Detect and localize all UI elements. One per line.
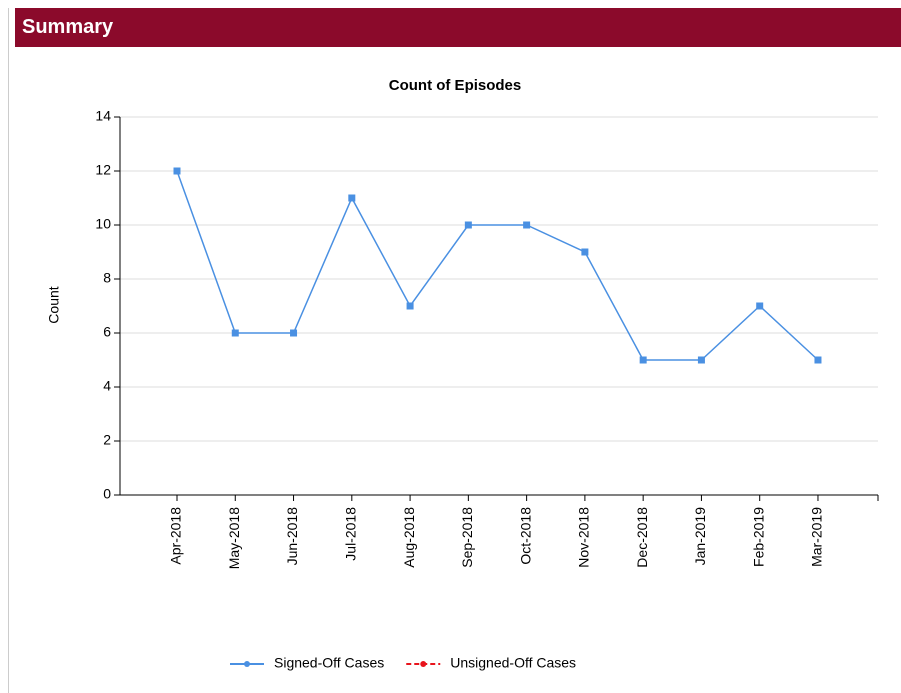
- y-tick-label: 10: [95, 216, 111, 232]
- y-tick-label: 2: [103, 432, 111, 448]
- x-tick-label: Dec-2018: [634, 507, 650, 568]
- data-point: [464, 221, 472, 229]
- y-tick-label: 8: [103, 270, 111, 286]
- y-tick-label: 12: [95, 162, 111, 178]
- data-point: [814, 356, 822, 364]
- legend-label: Unsigned-Off Cases: [450, 655, 576, 671]
- y-axis-label: Count: [46, 286, 62, 323]
- y-tick-label: 0: [103, 486, 111, 502]
- data-point: [697, 356, 705, 364]
- x-tick-label: Jul-2018: [343, 507, 359, 561]
- data-point: [639, 356, 647, 364]
- chart-title: Count of Episodes: [389, 77, 522, 94]
- y-tick-label: 6: [103, 324, 111, 340]
- x-tick-label: Apr-2018: [168, 507, 184, 565]
- data-point: [523, 221, 531, 229]
- data-point: [581, 248, 589, 256]
- y-tick-label: 14: [95, 108, 111, 124]
- x-tick-label: Jan-2019: [692, 507, 708, 566]
- series-line: [176, 170, 819, 361]
- x-tick-label: Nov-2018: [576, 507, 592, 568]
- data-point: [348, 194, 356, 202]
- data-point: [756, 302, 764, 310]
- panel: [8, 8, 901, 693]
- panel-header: Summary: [15, 8, 901, 47]
- x-tick-label: Mar-2019: [809, 507, 825, 567]
- x-tick-label: Jun-2018: [284, 507, 300, 566]
- x-tick-label: Aug-2018: [401, 507, 417, 568]
- data-point: [231, 329, 239, 337]
- x-tick-label: Oct-2018: [517, 507, 533, 565]
- x-tick-label: Feb-2019: [750, 507, 766, 567]
- data-point: [290, 329, 298, 337]
- data-point: [173, 167, 181, 175]
- legend-marker: [244, 661, 250, 667]
- x-tick-label: May-2018: [226, 507, 242, 569]
- y-tick-label: 4: [103, 378, 111, 394]
- legend-label: Signed-Off Cases: [274, 655, 384, 671]
- data-point: [406, 302, 414, 310]
- x-tick-label: Sep-2018: [459, 507, 475, 568]
- legend-marker: [420, 661, 427, 667]
